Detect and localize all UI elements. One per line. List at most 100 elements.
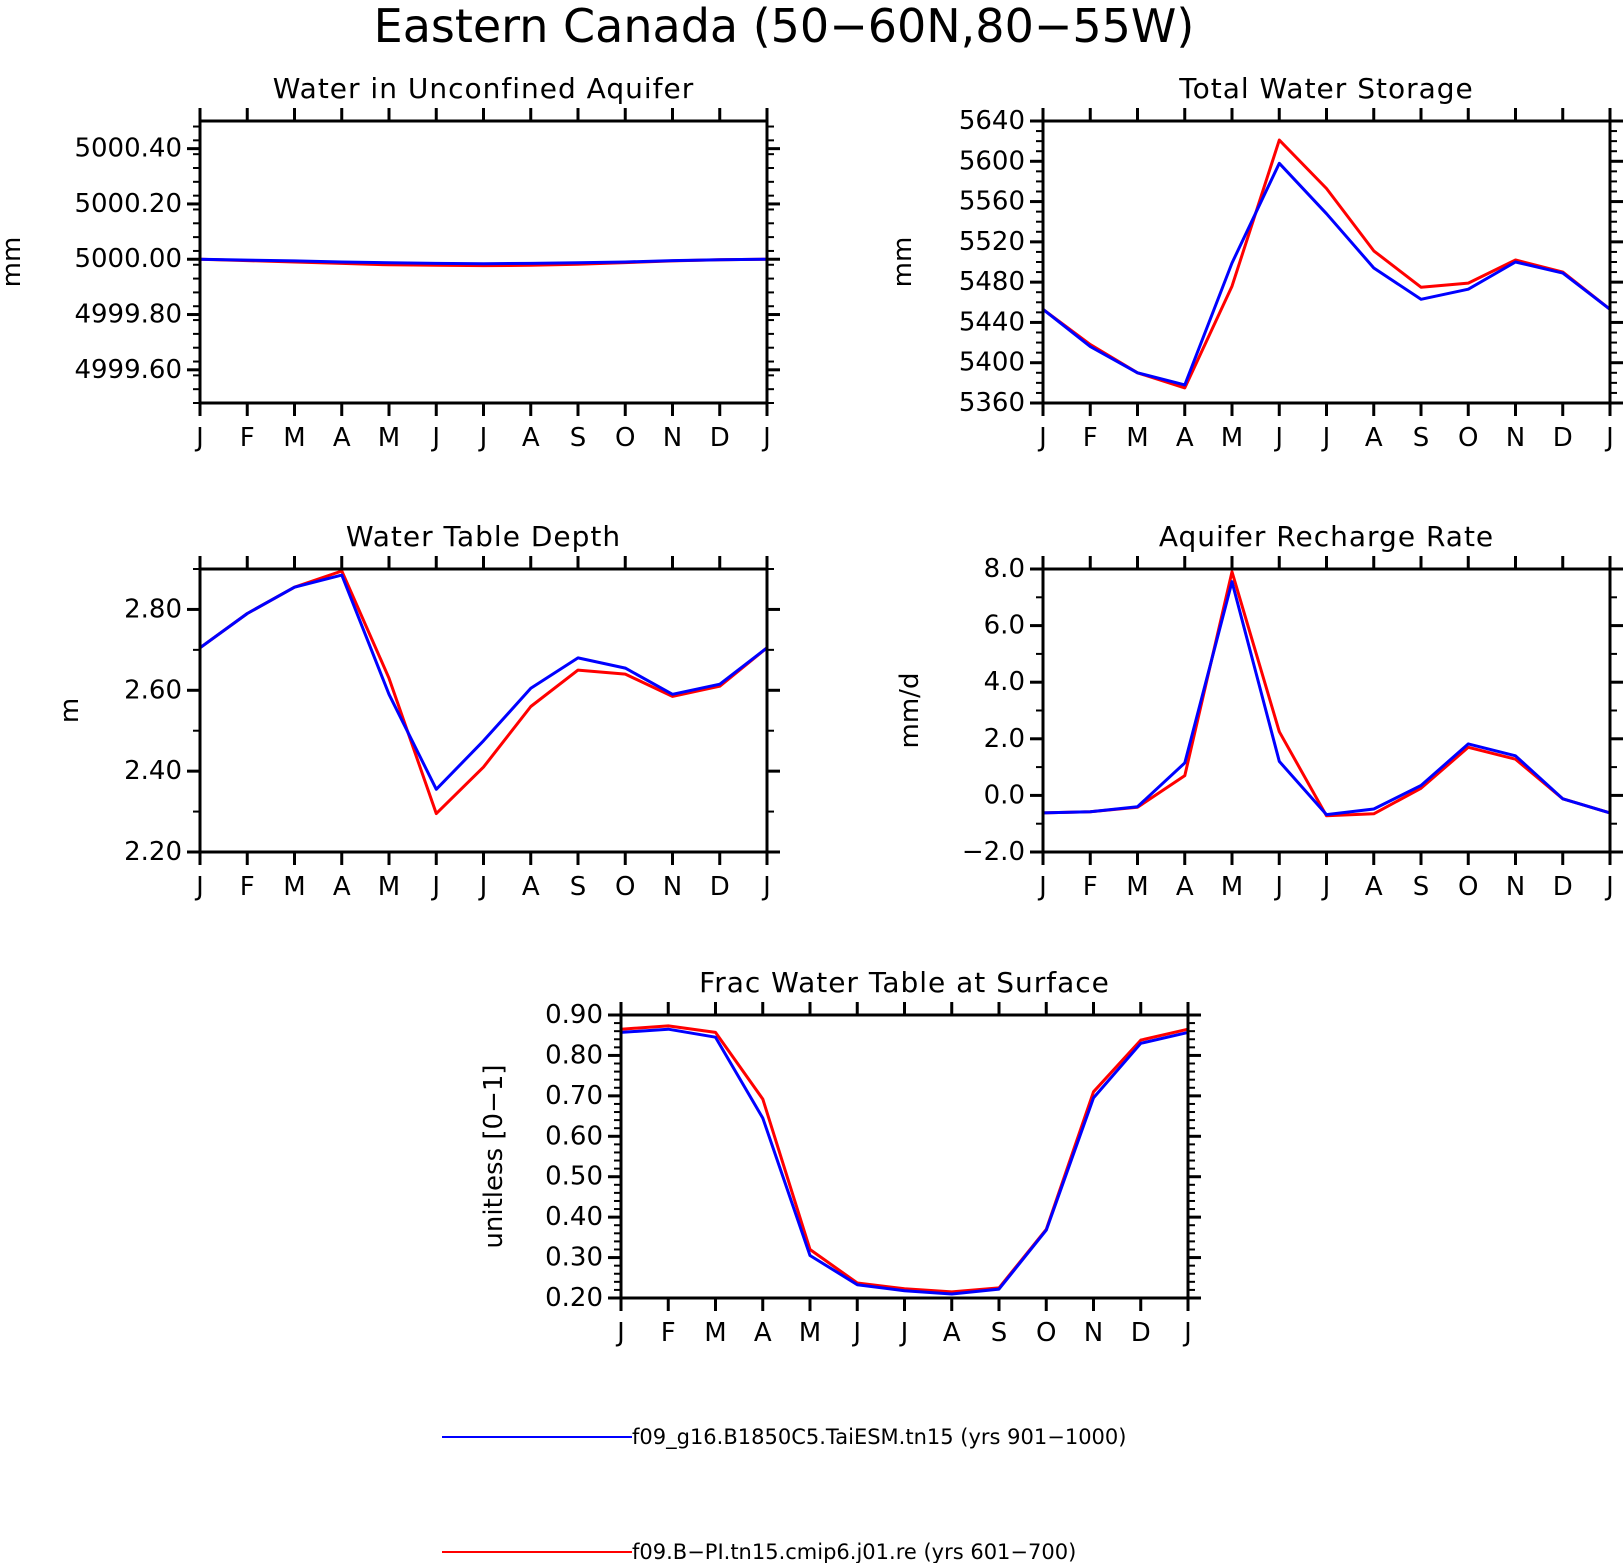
legend-label-red: f09.B−PI.tn15.cmip6.j01.re (yrs 601−700) [632, 1540, 1076, 1563]
y-tick-label: 0.50 [545, 1162, 603, 1192]
series-line-red [620, 1024, 1189, 1294]
x-tick-label: O [615, 423, 635, 453]
y-tick-label: 0.0 [984, 780, 1025, 810]
y-tick-label: 5480 [959, 267, 1025, 297]
series-line-blue [199, 573, 768, 791]
y-tick-label: 6.0 [984, 611, 1025, 641]
panel-title: Water Table Depth [346, 520, 621, 553]
x-tick-label: J [478, 872, 488, 902]
x-tick-label: A [943, 1318, 961, 1348]
x-tick-label: S [570, 423, 587, 453]
y-tick-label: 4999.60 [74, 355, 182, 385]
x-tick-label: A [1176, 423, 1194, 453]
x-tick-label: A [522, 872, 540, 902]
x-tick-label: J [1604, 423, 1614, 453]
x-tick-label: J [1273, 423, 1283, 453]
x-tick-label: J [430, 872, 440, 902]
y-tick-label: 2.60 [124, 675, 182, 705]
y-tick-label: 8.0 [984, 554, 1025, 584]
x-tick-label: J [1037, 423, 1047, 453]
x-tick-label: O [1036, 1318, 1056, 1348]
x-tick-label: A [1365, 872, 1383, 902]
y-tick-label: 0.30 [545, 1243, 603, 1273]
x-tick-label: O [1458, 423, 1478, 453]
y-tick-label: 5600 [959, 146, 1025, 176]
y-axis-label: mm/d [895, 673, 925, 749]
x-tick-label: S [1413, 872, 1430, 902]
x-tick-label: S [991, 1318, 1008, 1348]
x-tick-label: M [1126, 872, 1148, 902]
y-tick-label: 5400 [959, 348, 1025, 378]
x-tick-label: J [430, 423, 440, 453]
x-tick-label: M [283, 423, 305, 453]
x-tick-label: J [851, 1318, 861, 1348]
x-tick-label: J [899, 1318, 909, 1348]
x-tick-label: A [333, 872, 351, 902]
y-tick-label: 5360 [959, 388, 1025, 418]
y-tick-label: 0.40 [545, 1202, 603, 1232]
y-tick-label: 4.0 [984, 667, 1025, 697]
x-tick-label: A [754, 1318, 772, 1348]
x-tick-label: M [283, 872, 305, 902]
x-tick-label: F [240, 423, 255, 453]
y-tick-label: 0.80 [545, 1040, 603, 1070]
series-line-blue [1042, 580, 1611, 817]
x-tick-label: D [1131, 1318, 1151, 1348]
y-tick-label: 0.60 [545, 1121, 603, 1151]
x-tick-label: J [1604, 872, 1614, 902]
panel-title: Frac Water Table at Surface [699, 966, 1110, 999]
x-tick-label: F [240, 872, 255, 902]
x-tick-label: D [1553, 423, 1573, 453]
x-tick-label: J [1182, 1318, 1192, 1348]
y-tick-label: 5520 [959, 227, 1025, 257]
x-tick-label: D [1553, 872, 1573, 902]
series-line-blue [1042, 161, 1611, 387]
x-tick-label: J [194, 872, 204, 902]
x-tick-label: J [194, 423, 204, 453]
panel-title: Aquifer Recharge Rate [1159, 520, 1494, 553]
y-tick-label: 4999.80 [74, 300, 182, 330]
x-tick-label: J [1321, 872, 1331, 902]
x-tick-label: S [1413, 423, 1430, 453]
x-tick-label: M [378, 872, 400, 902]
panel-title: Water in Unconfined Aquifer [273, 72, 694, 105]
x-tick-label: J [1321, 423, 1331, 453]
panel-frac-water-table-at-surface: Frac Water Table at Surface unitless [0−1… [479, 966, 1201, 1348]
x-tick-label: D [710, 872, 730, 902]
y-axis-label: m [55, 698, 85, 723]
x-tick-label: J [478, 423, 488, 453]
x-tick-label: J [1273, 872, 1283, 902]
figure-title: Eastern Canada (50−60N,80−55W) [374, 0, 1195, 53]
panel-title: Total Water Storage [1178, 72, 1474, 105]
y-tick-label: 5000.40 [74, 134, 182, 164]
series-line-blue [620, 1027, 1189, 1296]
x-tick-label: A [1176, 872, 1194, 902]
y-tick-label: −2.0 [962, 837, 1025, 867]
y-tick-label: 5560 [959, 187, 1025, 217]
y-axis-label: mm [888, 237, 918, 288]
y-tick-label: 0.90 [545, 1000, 603, 1030]
y-tick-label: 5000.20 [74, 189, 182, 219]
x-tick-label: J [615, 1318, 625, 1348]
x-tick-label: J [761, 872, 771, 902]
y-axis-label: unitless [0−1] [479, 1064, 509, 1248]
x-tick-label: M [1221, 423, 1243, 453]
x-tick-label: F [1083, 423, 1098, 453]
x-tick-label: N [1506, 423, 1525, 453]
x-tick-label: F [1083, 872, 1098, 902]
legend-label-blue: f09_g16.B1850C5.TaiESM.tn15 (yrs 901−100… [632, 1425, 1126, 1450]
y-tick-label: 2.80 [124, 594, 182, 624]
series-line-blue [199, 257, 768, 266]
y-tick-label: 2.0 [984, 724, 1025, 754]
x-tick-label: A [1365, 423, 1383, 453]
legend: f09_g16.B1850C5.TaiESM.tn15 (yrs 901−100… [442, 1425, 1126, 1563]
x-tick-label: D [710, 423, 730, 453]
x-tick-label: N [1084, 1318, 1103, 1348]
x-tick-label: N [1506, 872, 1525, 902]
x-tick-label: M [799, 1318, 821, 1348]
y-tick-label: 0.20 [545, 1283, 603, 1313]
